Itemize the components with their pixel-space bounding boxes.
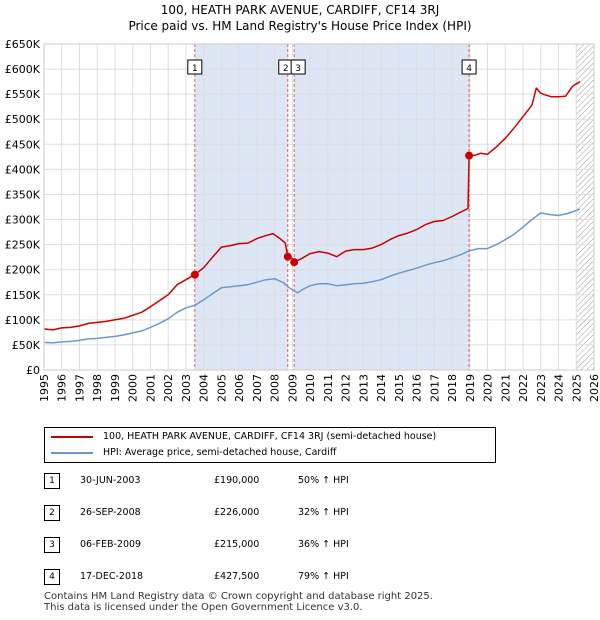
- x-axis-ticks: 1995 1996 1997 1998 1999 2000 2001 2002 2003 2004…: [38, 374, 600, 402]
- sale-price: £215,000: [214, 539, 260, 550]
- x-tick-label: 2004: [198, 374, 211, 402]
- x-tick-label: 2026: [588, 374, 600, 402]
- y-tick-label: £550K: [5, 88, 41, 101]
- sale-number: 4: [44, 569, 60, 585]
- sale-price: £190,000: [214, 475, 260, 486]
- y-tick-label: £0: [26, 364, 40, 377]
- x-tick-label: 2015: [393, 374, 406, 402]
- sale-point: [190, 270, 199, 279]
- sale-point: [290, 258, 299, 267]
- x-tick-label: 2024: [553, 374, 566, 402]
- x-tick-label: 2010: [304, 374, 317, 402]
- x-tick-label: 2006: [233, 374, 246, 402]
- sale-marker-label: 2: [283, 64, 289, 74]
- x-tick-label: 2001: [144, 374, 157, 402]
- sale-hpi-change: 79% ↑ HPI: [298, 571, 349, 582]
- x-tick-label: 2022: [517, 374, 530, 402]
- x-tick-label: 2019: [464, 374, 477, 402]
- y-tick-label: £100K: [5, 314, 41, 327]
- sale-marker-box: [461, 59, 477, 75]
- y-tick-label: £150K: [5, 289, 41, 302]
- x-tick-label: 1997: [73, 374, 86, 402]
- x-tick-label: 1998: [91, 374, 104, 402]
- sale-marker-label: 3: [295, 64, 301, 74]
- legend-swatch-blue: [51, 452, 93, 454]
- footer-copyright: Contains HM Land Registry data © Crown c…: [44, 591, 433, 602]
- chart-subtitle: Price paid vs. HM Land Registry's House …: [128, 19, 472, 33]
- shaded-band: [194, 44, 288, 370]
- y-tick-label: £450K: [5, 138, 41, 151]
- series-line: [43, 80, 581, 331]
- x-tick-label: 2011: [322, 374, 335, 402]
- y-tick-label: £50K: [12, 339, 41, 352]
- sale-number: 3: [44, 537, 60, 553]
- x-tick-label: 2021: [499, 374, 512, 402]
- x-tick-label: 2018: [446, 374, 459, 402]
- sale-points: [190, 151, 474, 279]
- y-tick-label: £300K: [5, 214, 41, 227]
- sale-point: [283, 252, 292, 261]
- x-tick-label: 2014: [375, 374, 388, 402]
- x-tick-label: 2003: [180, 374, 193, 402]
- x-tick-label: 2023: [535, 374, 548, 402]
- grid-lines: [43, 43, 595, 371]
- legend-item-hpi: HPI: Average price, semi-detached house,…: [51, 445, 336, 461]
- x-tick-label: 1999: [109, 374, 122, 402]
- forecast-hatch: [576, 44, 594, 370]
- sale-date: 30-JUN-2003: [80, 475, 141, 486]
- x-tick-label: 2017: [428, 374, 441, 402]
- sale-marker-label: 4: [466, 64, 472, 74]
- sale-number: 1: [44, 473, 60, 489]
- y-tick-label: £200K: [5, 264, 41, 277]
- legend-item-property: 100, HEATH PARK AVENUE, CARDIFF, CF14 3R…: [51, 429, 436, 445]
- sale-date: 17-DEC-2018: [80, 571, 144, 582]
- x-tick-label: 2005: [215, 374, 228, 402]
- sale-number: 2: [44, 505, 60, 521]
- sale-date: 06-FEB-2009: [80, 539, 142, 550]
- footer-licence: This data is licensed under the Open Gov…: [44, 602, 363, 613]
- x-tick-label: 1995: [38, 374, 51, 402]
- sale-hpi-change: 50% ↑ HPI: [298, 475, 349, 486]
- series-lines: [43, 80, 581, 344]
- y-tick-label: £600K: [5, 63, 41, 76]
- y-tick-label: £500K: [5, 113, 41, 126]
- shaded-bands: [194, 44, 594, 370]
- legend: 100, HEATH PARK AVENUE, CARDIFF, CF14 3R…: [44, 427, 496, 463]
- x-tick-label: 2008: [269, 374, 282, 402]
- x-tick-label: 1996: [56, 374, 69, 402]
- x-tick-label: 2020: [482, 374, 495, 402]
- x-tick-label: 2007: [251, 374, 264, 402]
- y-tick-label: £250K: [5, 239, 41, 252]
- legend-label-property: 100, HEATH PARK AVENUE, CARDIFF, CF14 3R…: [103, 431, 437, 442]
- sale-price: £427,500: [214, 571, 260, 582]
- legend-swatch-red: [51, 436, 93, 438]
- x-tick-label: 2000: [127, 374, 140, 402]
- sale-marker-box: [290, 59, 306, 75]
- sale-marker-label: 1: [192, 64, 198, 74]
- plot-frame: [43, 43, 595, 371]
- x-tick-label: 2016: [411, 374, 424, 402]
- y-tick-label: £650K: [5, 38, 41, 51]
- sale-date: 26-SEP-2008: [80, 507, 141, 518]
- sale-marker-lines: [194, 44, 470, 370]
- y-axis-ticks: £0 £50K £100K £150K £200K £250K £300K £350K £400…: [5, 38, 41, 377]
- chart-title: 100, HEATH PARK AVENUE, CARDIFF, CF14 3R…: [160, 3, 440, 17]
- sale-hpi-change: 32% ↑ HPI: [298, 507, 349, 518]
- sale-marker-box: [187, 59, 203, 75]
- sale-hpi-change: 36% ↑ HPI: [298, 539, 349, 550]
- sale-point: [465, 151, 474, 160]
- x-tick-label: 2009: [286, 374, 299, 402]
- x-tick-label: 2012: [340, 374, 353, 402]
- legend-label-hpi: HPI: Average price, semi-detached house,…: [103, 447, 337, 458]
- sale-price: £226,000: [214, 507, 260, 518]
- x-tick-label: 2002: [162, 374, 175, 402]
- y-tick-label: £350K: [5, 188, 41, 201]
- x-tick-label: 2013: [357, 374, 370, 402]
- shaded-band: [294, 44, 470, 370]
- y-tick-label: £400K: [5, 163, 41, 176]
- series-line: [43, 208, 581, 344]
- x-tick-label: 2025: [570, 374, 583, 402]
